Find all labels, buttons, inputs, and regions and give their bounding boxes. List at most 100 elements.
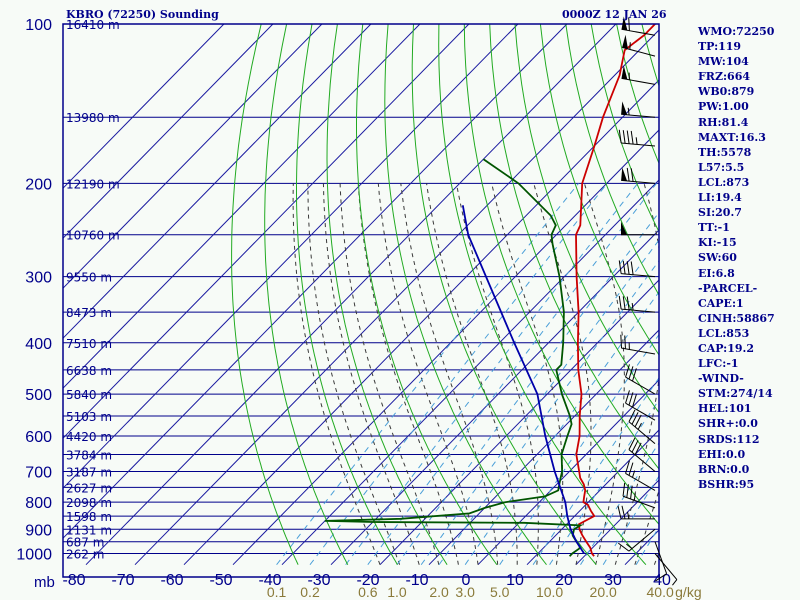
index-item: LI:19.4	[698, 191, 742, 205]
barb-full	[618, 260, 622, 274]
barb-staff	[628, 449, 656, 472]
mixing-ratio-line	[420, 239, 659, 565]
height-label: 3784 m	[66, 448, 112, 462]
index-item: LCL:853	[698, 326, 750, 340]
barb-full	[622, 296, 626, 310]
mixing-ratio-label: 0.2	[300, 584, 320, 600]
mixing-ratio-label: 2.0	[429, 584, 449, 600]
dry-adiabat	[565, 24, 659, 296]
mixing-ratio-line	[438, 259, 659, 565]
barb-half	[626, 543, 633, 549]
mixing-ratio-label: 3.0	[455, 584, 475, 600]
index-item: WB0:879	[698, 85, 755, 99]
barb-half	[637, 422, 642, 430]
index-item: EHI:0.0	[698, 447, 746, 461]
pressure-tick-label: 700	[25, 464, 52, 481]
index-item: SHR+:0.0	[698, 417, 758, 431]
barb-full	[631, 440, 639, 453]
wind-barb	[621, 221, 655, 236]
barb-staff	[621, 273, 656, 278]
moist-adiabat	[307, 183, 401, 565]
barb-staff	[654, 541, 668, 574]
height-label: 262 m	[66, 548, 104, 562]
mixing-ratio-label: 20.0	[590, 584, 617, 600]
dry-adiabat	[231, 24, 299, 565]
barb-full	[622, 260, 626, 275]
height-label: 6638 m	[66, 364, 112, 378]
wind-barb	[621, 167, 656, 184]
temperature-tick-label: -40	[258, 572, 281, 589]
barb-staff	[621, 113, 656, 118]
barb-flag	[621, 221, 627, 235]
barb-full	[624, 335, 626, 349]
barb-full	[628, 437, 636, 450]
barb-half	[627, 107, 630, 116]
barb-full	[634, 414, 642, 428]
barb-full	[655, 573, 667, 582]
height-label: 687 m	[66, 536, 104, 550]
barb-flag	[621, 167, 628, 181]
dry-adiabat	[326, 24, 448, 565]
index-item: SI:20.7	[698, 206, 742, 220]
wind-barb	[621, 65, 656, 85]
barb-flag	[621, 101, 628, 115]
barb-staff	[622, 46, 656, 57]
barb-full	[628, 366, 634, 380]
height-label: 5103 m	[66, 410, 112, 424]
barb-full	[631, 412, 639, 425]
temperature-tick-label: 0	[462, 572, 471, 589]
pressure-tick-label: 900	[25, 522, 52, 539]
pressure-tick-label: 200	[25, 176, 52, 193]
barb-staff	[625, 472, 656, 491]
barb-full	[622, 130, 626, 144]
plot-border	[62, 23, 660, 578]
index-item: WMO:72250	[698, 25, 775, 38]
dry-adiabat	[438, 24, 647, 566]
barb-staff	[628, 421, 656, 444]
dry-adiabat	[296, 24, 398, 565]
barb-full	[628, 17, 630, 31]
barb-full	[628, 409, 636, 422]
barb-full	[618, 295, 622, 310]
chart-title: KBRO (72250) Sounding	[66, 8, 219, 21]
index-item: -WIND-	[698, 372, 744, 386]
isotherm-line	[63, 24, 421, 389]
barb-full	[628, 392, 634, 406]
height-label: 1131 m	[66, 523, 112, 537]
moist-adiabat	[292, 183, 381, 565]
height-label: 3187 m	[66, 465, 112, 479]
moist-adiabat	[533, 183, 592, 565]
index-item: SRDS:112	[698, 432, 760, 446]
barb-full	[626, 130, 630, 144]
isotherm-line	[63, 24, 470, 439]
dewpoint-line	[324, 158, 584, 557]
valid-time: 0000Z 12 JAN 26	[562, 8, 667, 21]
isotherm-line	[526, 429, 659, 566]
moist-adiabats	[292, 183, 659, 565]
barb-half	[633, 493, 636, 501]
barb-full	[632, 394, 637, 408]
moist-adiabat	[426, 183, 518, 565]
index-item: LCL:873	[698, 175, 750, 189]
wind-barb	[620, 334, 656, 355]
mixing-ratio-label: 1.0	[387, 584, 407, 600]
wind-barb	[622, 482, 656, 509]
wind-barb	[618, 129, 656, 147]
dry-adiabat	[356, 24, 498, 565]
index-item: STM:274/14	[698, 387, 773, 401]
moist-adiabat	[357, 183, 459, 565]
barb-full	[622, 482, 626, 497]
index-item: -PARCEL-	[698, 281, 758, 295]
isotherm-line	[63, 24, 225, 189]
height-label: 16410 m	[66, 18, 120, 32]
isotherm-line	[477, 379, 659, 566]
temperature-tick-label: -10	[405, 572, 428, 589]
temperature-tick-label: -70	[111, 572, 134, 589]
mixing-ratio-line	[345, 183, 639, 566]
barb-half	[632, 470, 636, 478]
barb-full	[617, 505, 622, 519]
wind-barb	[617, 505, 655, 520]
barb-full	[626, 484, 629, 498]
isotherm-line	[63, 24, 323, 289]
sounding-profiles	[324, 24, 656, 557]
